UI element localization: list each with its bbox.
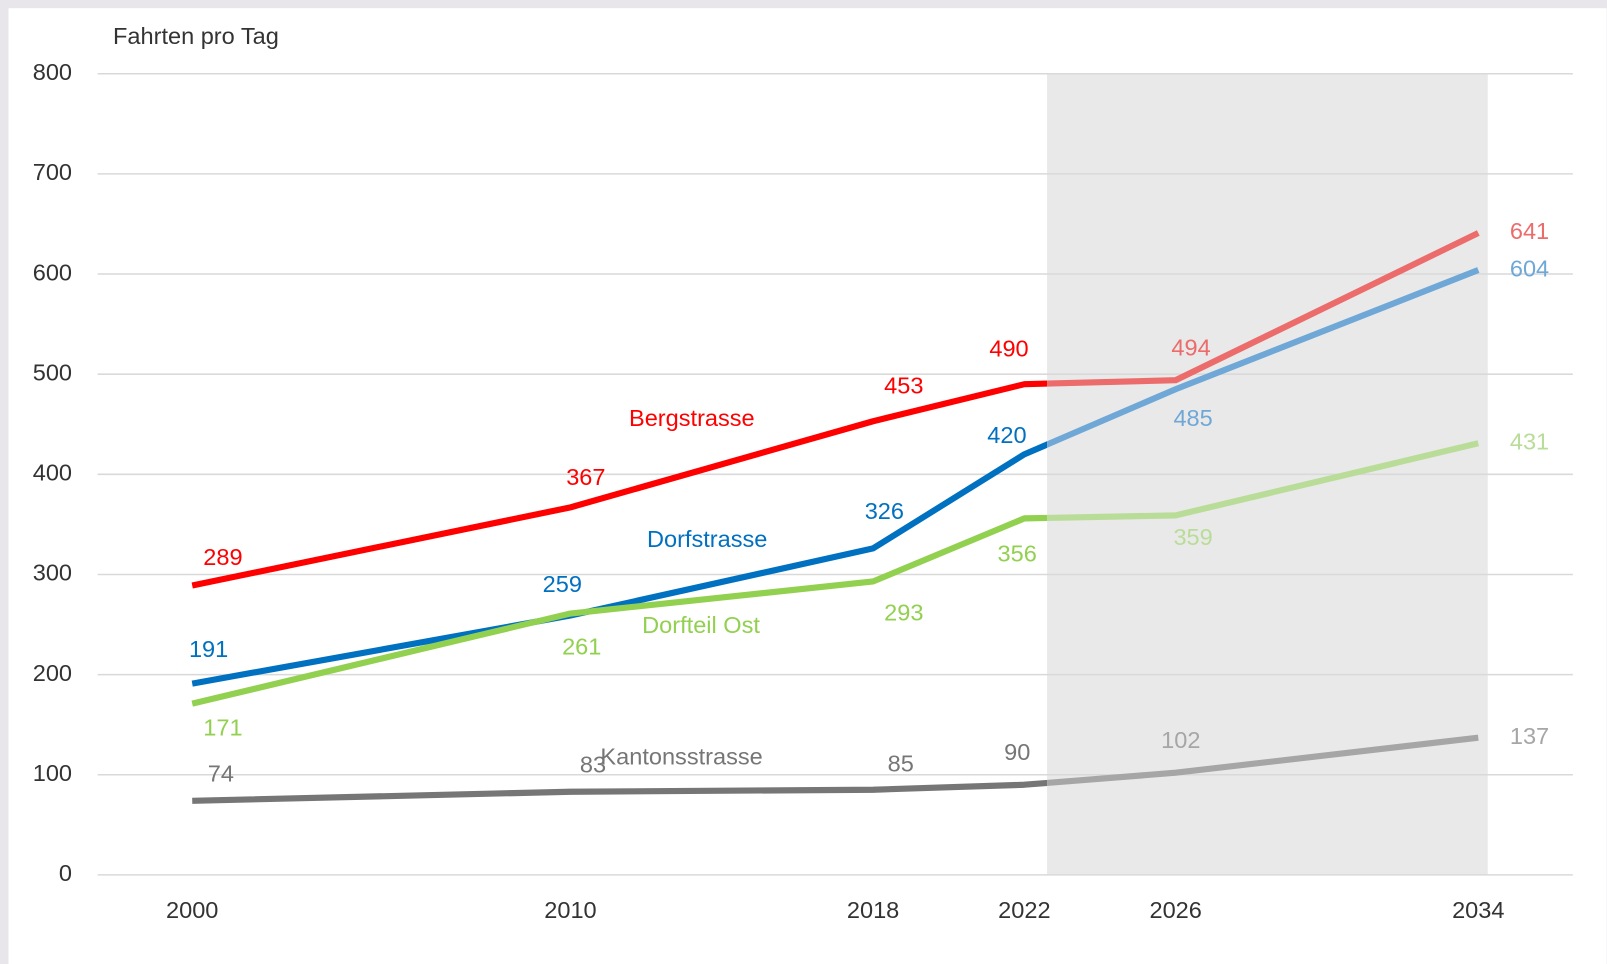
x-tick-label: 2022 bbox=[998, 897, 1050, 923]
data-label: 261 bbox=[562, 634, 601, 660]
y-tick-label: 100 bbox=[33, 760, 72, 786]
x-tick-label: 2010 bbox=[544, 897, 596, 923]
y-tick-label: 200 bbox=[33, 660, 72, 686]
x-tick-label: 2000 bbox=[166, 897, 218, 923]
series-name: Dorfteil Ost bbox=[642, 612, 760, 638]
data-label: 74 bbox=[208, 760, 234, 786]
data-label: 83 bbox=[580, 751, 606, 777]
x-tick-label: 2026 bbox=[1149, 897, 1201, 923]
data-label: 293 bbox=[884, 599, 923, 625]
y-tick-label: 600 bbox=[33, 259, 72, 285]
data-label: 494 bbox=[1171, 335, 1210, 361]
x-tick-label: 2018 bbox=[847, 897, 899, 923]
y-tick-label: 400 bbox=[33, 460, 72, 486]
data-label: 326 bbox=[865, 498, 904, 524]
data-label: 604 bbox=[1510, 255, 1549, 281]
y-tick-label: 800 bbox=[33, 59, 72, 85]
series-line bbox=[1047, 230, 1480, 387]
series-line bbox=[1047, 267, 1480, 448]
data-label: 137 bbox=[1510, 723, 1549, 749]
y-tick-label: 300 bbox=[33, 560, 72, 586]
y-tick-label: 500 bbox=[33, 359, 72, 385]
series-line bbox=[191, 380, 1048, 589]
data-label: 171 bbox=[203, 714, 242, 740]
data-label: 420 bbox=[987, 422, 1026, 448]
series-line bbox=[191, 514, 1048, 707]
data-label: 191 bbox=[189, 636, 228, 662]
x-tick-label: 2034 bbox=[1452, 897, 1504, 923]
series-name: Kantonsstrasse bbox=[600, 743, 762, 769]
series-line bbox=[192, 779, 1048, 804]
data-label: 485 bbox=[1173, 405, 1212, 431]
data-label: 102 bbox=[1161, 727, 1200, 753]
data-label: 490 bbox=[989, 336, 1028, 362]
y-tick-label: 0 bbox=[59, 860, 72, 886]
series-line bbox=[1047, 734, 1479, 787]
data-label: 367 bbox=[566, 464, 605, 490]
y-tick-label: 700 bbox=[33, 159, 72, 185]
data-label: 259 bbox=[543, 571, 582, 597]
series-line bbox=[1047, 440, 1480, 522]
data-label: 453 bbox=[884, 373, 923, 399]
data-label: 289 bbox=[203, 544, 242, 570]
series-name: Dorfstrasse bbox=[647, 526, 767, 552]
data-label: 90 bbox=[1004, 739, 1030, 765]
data-label: 85 bbox=[888, 750, 914, 776]
data-label: 641 bbox=[1510, 218, 1549, 244]
series-name: Bergstrasse bbox=[629, 405, 755, 431]
data-label: 356 bbox=[998, 540, 1037, 566]
data-label: 359 bbox=[1173, 524, 1212, 550]
data-label: 431 bbox=[1510, 428, 1549, 454]
y-axis-label: Fahrten pro Tag bbox=[113, 23, 279, 49]
